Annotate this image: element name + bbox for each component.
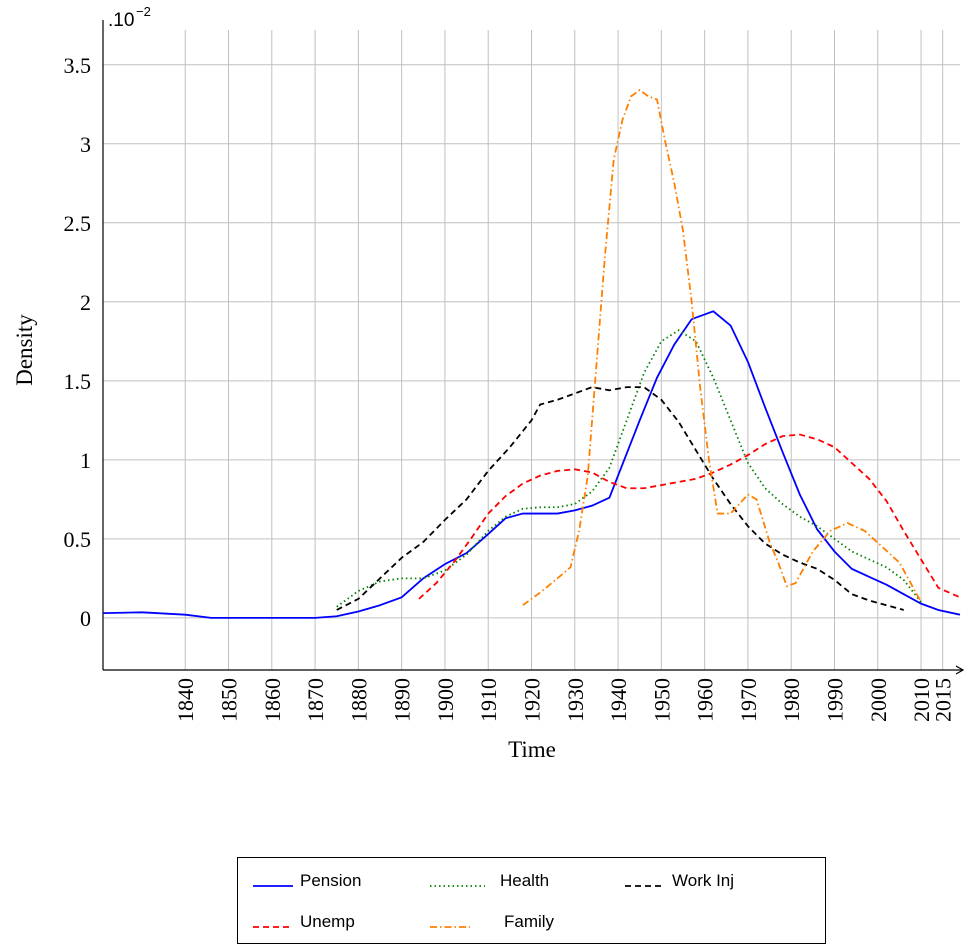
legend-label: Unemp <box>300 912 355 931</box>
y-tick-label: 2 <box>80 290 91 315</box>
legend-label: Health <box>500 871 549 890</box>
series-line <box>336 329 922 608</box>
x-tick-label: 1890 <box>390 678 415 722</box>
x-tick-label: 2010 <box>909 678 934 722</box>
y-tick-label: 3.5 <box>64 53 92 78</box>
x-axis-arrow <box>955 665 965 675</box>
x-tick-label: 1940 <box>606 678 631 722</box>
y-tick-label: 1 <box>80 448 91 473</box>
y-tick-label: 0 <box>80 606 91 631</box>
series-line <box>418 433 961 600</box>
y-tick-label: 3 <box>80 132 91 157</box>
x-tick-label: 1930 <box>563 678 588 722</box>
x-tick-label: 2015 <box>931 678 956 722</box>
legend-box <box>237 857 826 944</box>
x-tick-label: 2000 <box>866 678 891 722</box>
y-multiplier-exponent: −2 <box>136 4 151 19</box>
x-axis-label: Time <box>508 737 556 762</box>
y-tick-label: 2.5 <box>64 211 92 236</box>
x-tick-label: 1990 <box>822 678 847 722</box>
x-tick-label: 1970 <box>736 678 761 722</box>
series-line <box>336 386 904 611</box>
y-tick-label: 1.5 <box>64 369 92 394</box>
x-tick-label: 1900 <box>433 678 458 722</box>
x-tick-label: 1980 <box>779 678 804 722</box>
x-tick-label: 1920 <box>520 678 545 722</box>
series-line <box>522 88 922 606</box>
y-multiplier: .10 <box>108 10 134 31</box>
x-tick-label: 1950 <box>649 678 674 722</box>
x-tick-label: 1960 <box>693 678 718 722</box>
y-tick-label: 0.5 <box>64 527 92 552</box>
x-tick-label: 1840 <box>173 678 198 722</box>
x-tick-label: 1910 <box>476 678 501 722</box>
series-line <box>102 310 961 619</box>
legend-label: Pension <box>300 871 361 890</box>
y-axis-label: Density <box>12 314 37 386</box>
x-tick-label: 1860 <box>260 678 285 722</box>
x-tick-label: 1870 <box>303 678 328 722</box>
x-tick-label: 1880 <box>346 678 371 722</box>
legend-label: Work Inj <box>672 871 734 890</box>
legend-label: Family <box>504 912 555 931</box>
x-tick-label: 1850 <box>217 678 242 722</box>
